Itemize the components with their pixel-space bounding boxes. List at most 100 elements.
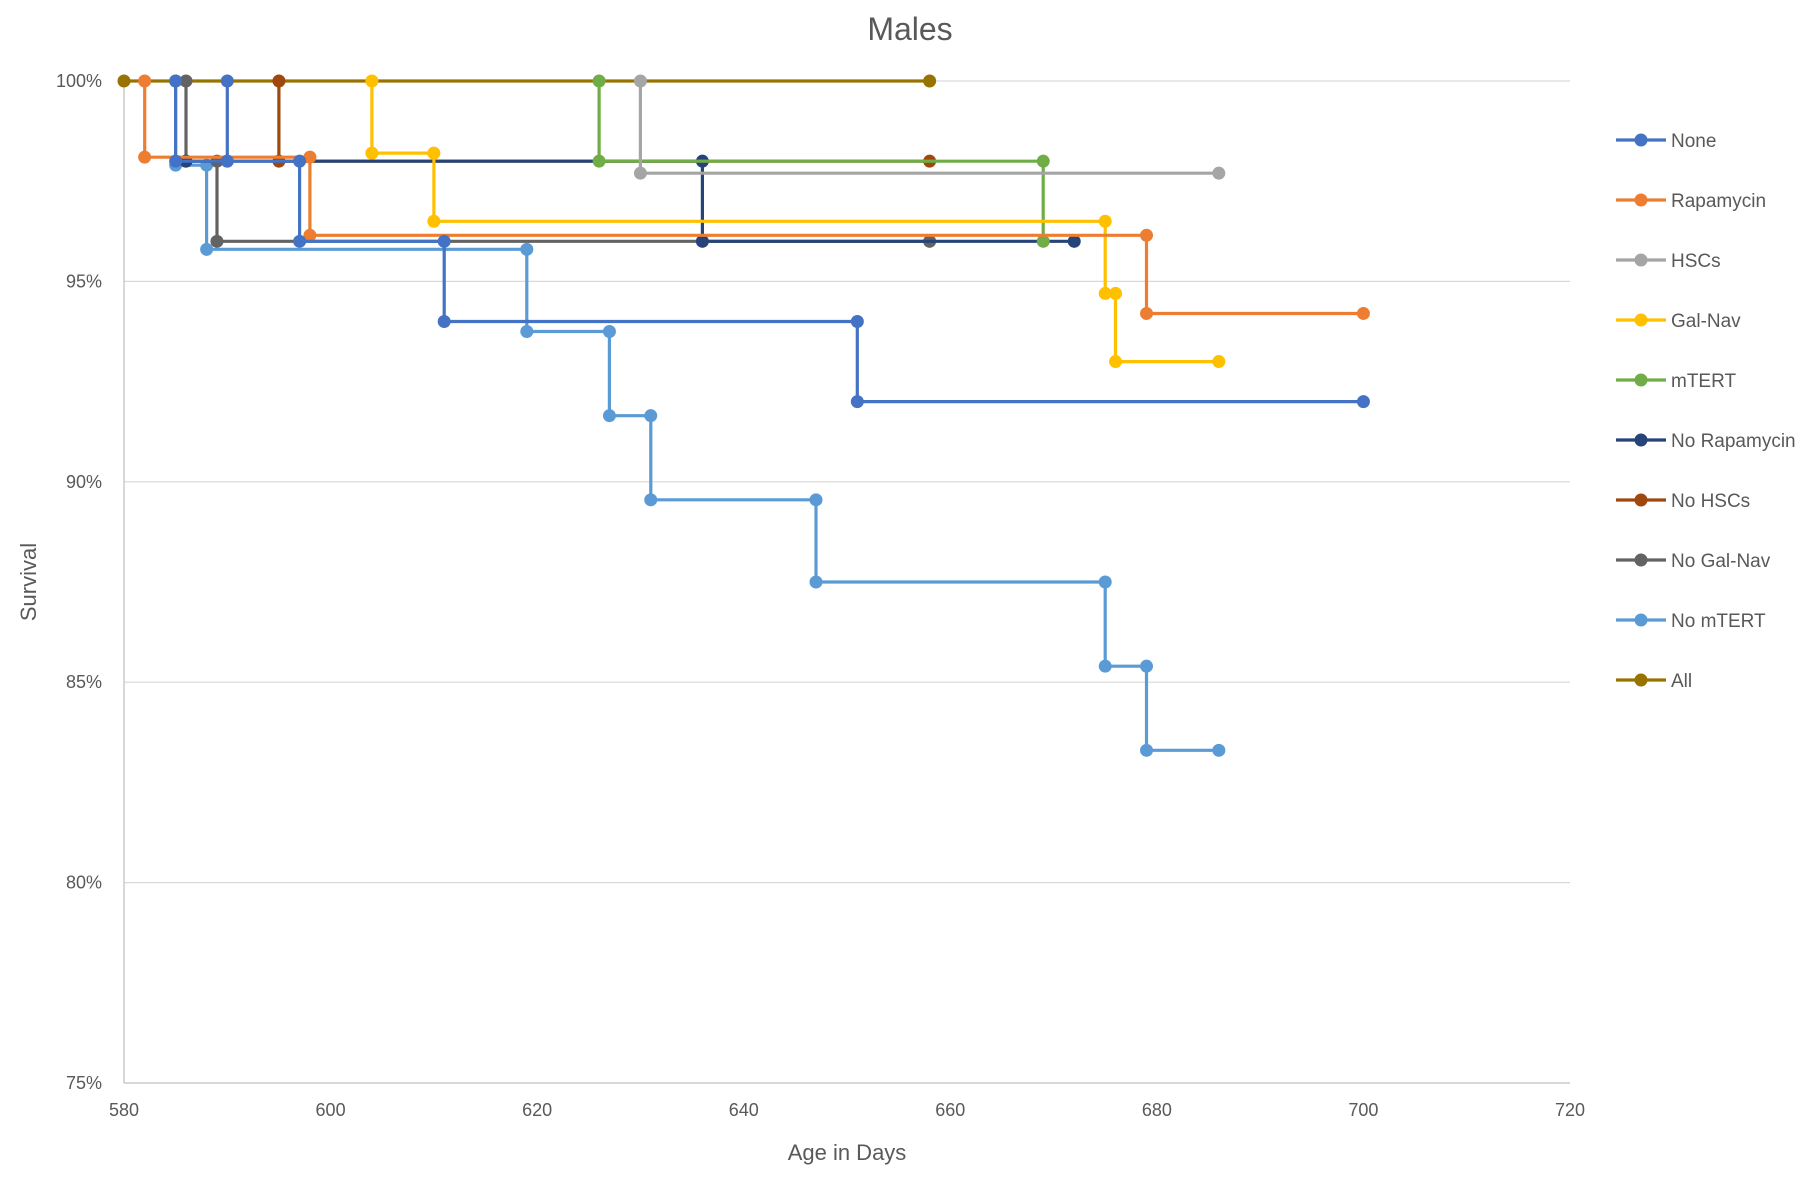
legend-label: Rapamycin: [1671, 191, 1766, 212]
data-point: [809, 493, 823, 507]
series-no-mtert: [169, 74, 1226, 757]
x-tick-label: 700: [1348, 1100, 1378, 1120]
data-point: [437, 314, 451, 328]
legend-swatch-marker: [1634, 193, 1648, 207]
data-point: [220, 154, 234, 168]
data-point: [592, 154, 606, 168]
data-point: [427, 146, 441, 160]
data-point: [644, 493, 658, 507]
axes: 75% 80% 85% 90% 95% 100% 580 600 620 640 660 680 700…: [56, 71, 1585, 1120]
data-point: [1067, 234, 1081, 248]
series-line: [186, 159, 1075, 243]
series-line: [597, 81, 1045, 242]
data-point: [1098, 575, 1112, 589]
data-point: [644, 409, 658, 423]
data-point: [1140, 306, 1154, 320]
legend-swatch-marker: [1634, 433, 1648, 447]
chart-title: Males: [867, 11, 952, 47]
legend-label: No HSCs: [1671, 491, 1750, 512]
y-tick-label: 75%: [66, 1073, 102, 1093]
data-point: [138, 74, 152, 88]
data-point: [293, 154, 307, 168]
legend-swatch-marker: [1634, 493, 1648, 507]
data-point: [117, 74, 131, 88]
y-tick-label: 100%: [56, 71, 102, 91]
legend-item-no-mtert: No mTERT: [1616, 611, 1766, 632]
series-line: [174, 81, 1364, 404]
data-point: [220, 74, 234, 88]
x-tick-label: 660: [935, 1100, 965, 1120]
data-point: [1109, 355, 1123, 369]
data-point: [850, 314, 864, 328]
series-none: [169, 74, 1370, 409]
series-layer: [117, 74, 1370, 757]
data-point: [1140, 743, 1154, 757]
y-axis-title: Survival: [16, 543, 41, 621]
legend-item-none: None: [1616, 131, 1716, 152]
legend-item-mtert: mTERT: [1616, 371, 1736, 392]
legend-label: No Rapamycin: [1671, 431, 1796, 452]
series-all: [117, 74, 937, 88]
series-hscs: [633, 74, 1226, 180]
legend-label: No Gal-Nav: [1671, 551, 1771, 572]
y-tick-label: 90%: [66, 472, 102, 492]
x-tick-label: 640: [729, 1100, 759, 1120]
data-point: [1212, 355, 1226, 369]
data-point: [633, 166, 647, 180]
legend-swatch-marker: [1634, 673, 1648, 687]
data-point: [695, 234, 709, 248]
data-point: [1140, 228, 1154, 242]
series-line: [174, 81, 1219, 752]
gridlines: [124, 80, 1570, 884]
data-point: [1098, 214, 1112, 228]
legend-item-rapamycin: Rapamycin: [1616, 191, 1766, 212]
x-tick-label: 620: [522, 1100, 552, 1120]
legend-swatch-marker: [1634, 373, 1648, 387]
data-point: [602, 325, 616, 338]
data-point: [272, 74, 286, 88]
data-point: [200, 242, 214, 256]
data-point: [437, 234, 451, 248]
data-point: [169, 154, 183, 168]
data-point: [923, 74, 937, 88]
y-tick-label: 85%: [66, 672, 102, 692]
data-point: [1212, 166, 1226, 180]
x-tick-label: 580: [109, 1100, 139, 1120]
data-point: [520, 242, 534, 256]
data-point: [293, 234, 307, 248]
series-rapamycin: [138, 74, 1370, 320]
y-tick-label: 80%: [66, 873, 102, 893]
data-point: [365, 74, 379, 88]
x-tick-label: 600: [316, 1100, 346, 1120]
series-line: [370, 81, 1219, 364]
data-point: [1140, 659, 1154, 673]
data-point: [1212, 743, 1226, 757]
data-point: [303, 228, 317, 242]
data-point: [169, 74, 183, 88]
data-point: [1356, 306, 1370, 320]
series-line: [143, 81, 1364, 316]
legend-label: HSCs: [1671, 251, 1721, 272]
data-point: [1098, 286, 1112, 300]
data-point: [179, 74, 193, 88]
data-point: [1036, 154, 1050, 168]
legend-item-all: All: [1616, 671, 1692, 692]
data-point: [1356, 395, 1370, 409]
x-tick-label: 680: [1142, 1100, 1172, 1120]
legend-item-gal-nav: Gal-Nav: [1616, 311, 1741, 332]
data-point: [210, 234, 224, 248]
data-point: [633, 74, 647, 88]
data-point: [427, 214, 441, 228]
data-point: [592, 74, 606, 88]
data-point: [809, 575, 823, 589]
data-point: [303, 150, 317, 164]
data-point: [365, 146, 379, 160]
data-point: [138, 150, 152, 164]
legend-label: All: [1671, 671, 1692, 692]
data-point: [1109, 286, 1123, 300]
legend-item-no-rapamycin: No Rapamycin: [1616, 431, 1796, 452]
legend-label: Gal-Nav: [1671, 311, 1741, 332]
legend-swatch-marker: [1634, 133, 1648, 147]
